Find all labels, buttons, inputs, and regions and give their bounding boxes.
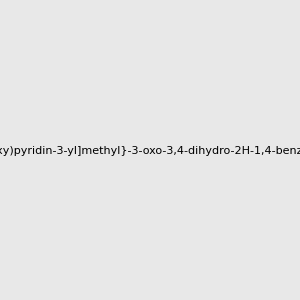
Text: N-{[2-(2-methylphenoxy)pyridin-3-yl]methyl}-3-oxo-3,4-dihydro-2H-1,4-benzoxazine: N-{[2-(2-methylphenoxy)pyridin-3-yl]meth… <box>0 146 300 157</box>
